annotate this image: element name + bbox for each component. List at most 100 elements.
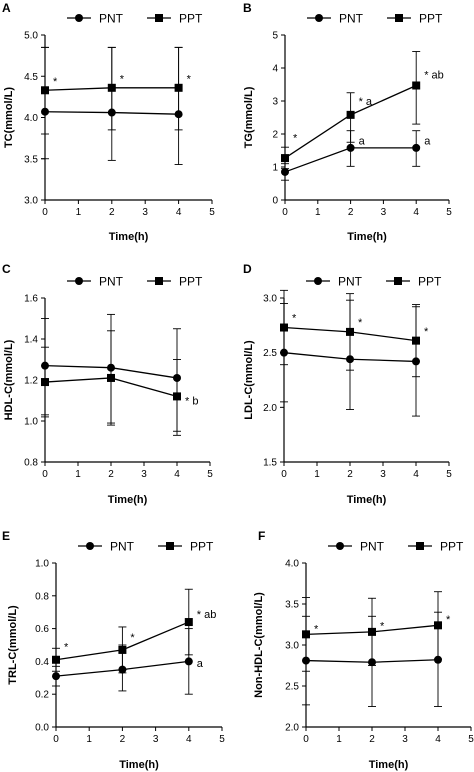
legend-label-pnt: PNT [360,540,385,554]
y-tick-label: 1.4 [24,335,38,346]
panel-b: B 0 1 2 3 4 5 0 1 2 3 4 5 TG(mmol/L) Time(h) PNT PPT * * a… [243,1,452,243]
significance-annotation: a [424,136,431,148]
x-tick-label: 5 [468,734,474,745]
x-axis-title: Time(h) [369,759,409,771]
y-tick-label: 1 [272,163,278,174]
panel-letter: E [2,529,10,543]
x-tick-label: 4 [176,207,182,218]
x-tick-label: 0 [282,207,288,218]
x-tick-label: 3 [381,207,387,218]
y-tick-label: 2 [272,130,278,141]
y-tick-label: 4.0 [24,113,38,124]
y-tick-label: 3.5 [285,600,299,611]
x-axis-title: Time(h) [108,494,148,506]
legend-marker-pnt [75,277,83,285]
significance-annotation: * [64,642,69,654]
data-point-ppt [107,83,116,92]
legend-marker-ppt [394,277,402,285]
data-point-ppt [118,645,127,654]
legend-marker-pnt [86,542,94,550]
legend-marker-pnt [75,14,83,22]
y-tick-label: 3 [272,97,278,108]
panel-d: D 1.5 2.0 2.5 3.0 0 1 2 3 4 5 LDL-C(mmol/L) Time(h) P… [243,262,452,506]
significance-annotation: a [197,658,204,670]
significance-annotation: * [292,313,297,325]
x-tick-label: 4 [413,469,419,480]
x-tick-label: 1 [86,734,92,745]
y-axis-title: TC(mmol/L) [3,87,15,148]
significance-annotation: * [130,632,135,644]
x-axis-title: Time(h) [347,231,387,243]
y-tick-label: 0.8 [24,458,38,469]
x-tick-label: 0 [42,469,48,480]
panel-letter: D [243,262,252,276]
y-tick-label: 2.5 [263,348,277,359]
y-tick-label: 3.5 [24,154,38,165]
x-tick-label: 2 [347,469,353,480]
y-tick-label: 4 [272,64,278,75]
legend-marker-ppt [155,14,163,22]
panel-letter: B [243,1,252,15]
significance-annotation: * [120,74,125,86]
y-tick-label: 0.0 [35,723,49,734]
x-axis-title: Time(h) [347,494,387,506]
y-tick-label: 1.5 [263,458,277,469]
x-tick-label: 0 [42,207,48,218]
x-tick-label: 1 [75,469,81,480]
legend-label-ppt: PPT [179,12,203,26]
significance-annotation: * [358,317,363,329]
y-tick-label: 5 [272,31,278,42]
legend-marker-pnt [315,14,323,22]
data-point-ppt [368,627,376,636]
significance-annotation: a [359,136,366,148]
legend-marker-ppt [416,542,424,550]
x-tick-label: 3 [153,734,159,745]
panel-a: A 3.0 3.5 4.0 4.5 5.0 0 1 2 3 4 5 TC(mmol/L) Time(h) P… [2,1,215,243]
y-tick-label: 0.8 [35,591,49,602]
significance-annotation: * ab [424,70,444,82]
data-point-ppt [52,655,60,664]
x-tick-label: 2 [369,734,375,745]
significance-annotation: * [53,76,58,88]
y-tick-label: 2.0 [263,403,277,414]
x-tick-label: 3 [141,469,147,480]
y-tick-label: 3.0 [24,196,38,207]
significance-annotation: * [380,620,385,632]
y-tick-label: 0.6 [35,624,49,635]
panel-letter: A [2,1,11,15]
x-tick-label: 2 [120,734,126,745]
y-tick-label: 1.2 [24,376,38,387]
data-point-ppt [184,618,193,627]
y-axis-title: LDL-C(mmol/L) [243,340,255,420]
panel-letter: C [2,262,11,276]
data-point-ppt [281,154,289,163]
x-tick-label: 4 [435,734,441,745]
x-tick-label: 4 [174,469,180,480]
y-axis-title: TRL-C(mmol/L) [7,605,19,685]
x-tick-label: 1 [314,469,320,480]
legend-label-ppt: PPT [418,275,442,289]
y-tick-label: 0.4 [35,657,49,668]
x-axis-title: Time(h) [119,759,159,771]
panel-c: C 0.8 1.0 1.2 1.4 1.6 0 1 2 3 4 5 HDL-C(mmol/L) Time(… [2,262,213,506]
x-axis-title: Time(h) [109,231,149,243]
y-tick-label: 2.5 [285,682,299,693]
x-tick-label: 1 [76,207,82,218]
data-point-pnt [52,672,60,681]
legend-label-ppt: PPT [179,275,203,289]
data-point-ppt [434,621,442,630]
legend-marker-ppt [166,542,174,550]
legend-label-ppt: PPT [440,540,464,554]
legend-marker-ppt [155,277,163,285]
significance-annotation: * [293,132,298,144]
data-point-pnt [346,143,355,152]
x-tick-label: 4 [413,207,419,218]
legend-marker-pnt [336,542,344,550]
significance-annotation: * ab [197,609,217,621]
significance-annotation: * [424,326,429,338]
x-tick-label: 0 [303,734,309,745]
y-tick-label: 0.2 [35,690,49,701]
legend-label-pnt: PNT [339,12,364,26]
y-tick-label: 1.0 [35,559,49,570]
x-tick-label: 2 [109,207,115,218]
